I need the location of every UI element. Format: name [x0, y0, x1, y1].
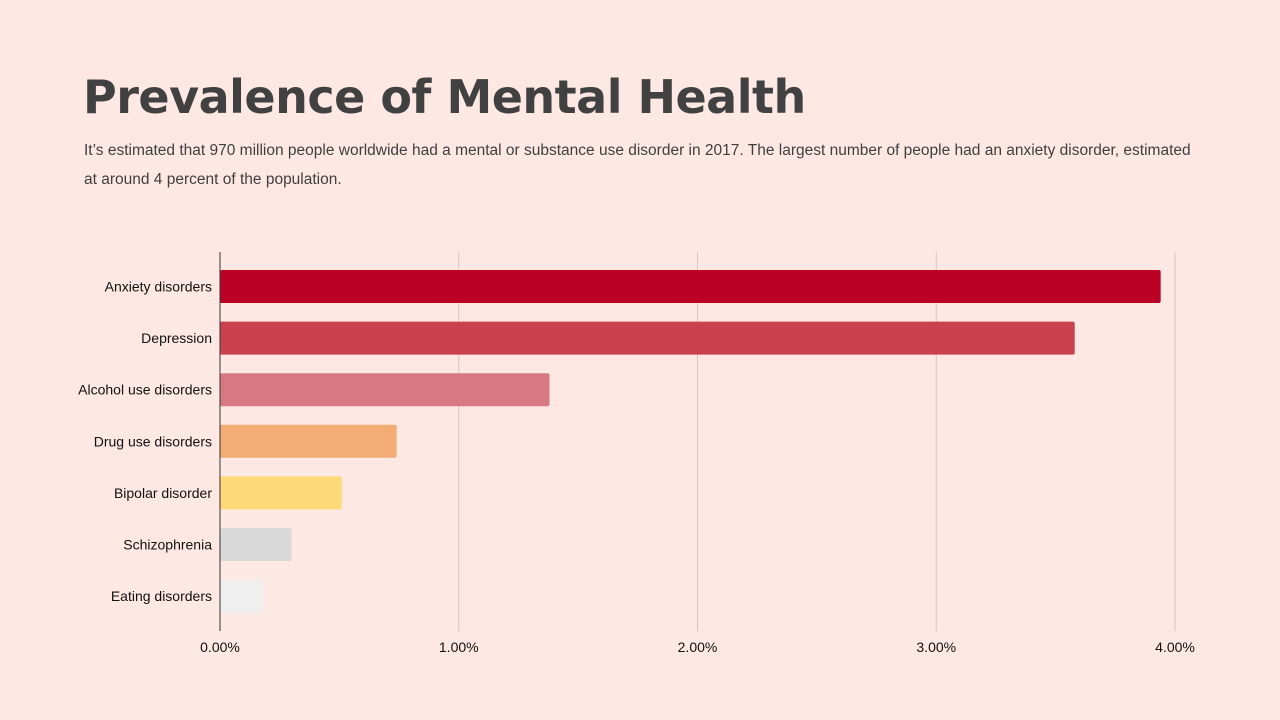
- category-label: Eating disorders: [111, 588, 212, 604]
- category-label: Bipolar disorder: [114, 485, 212, 501]
- tick-label: 3.00%: [916, 639, 956, 655]
- bar: [220, 321, 1075, 355]
- tick-label: 1.00%: [439, 639, 479, 655]
- tick-label: 2.00%: [678, 639, 718, 655]
- page-title: Prevalence of Mental Health: [83, 70, 806, 124]
- bar: [220, 270, 1161, 303]
- bar: [220, 528, 292, 561]
- category-label: Drug use disorders: [94, 433, 212, 449]
- bar: [220, 424, 397, 458]
- category-label: Depression: [141, 330, 212, 346]
- bar: [220, 579, 263, 613]
- category-label: Schizophrenia: [123, 537, 212, 553]
- bar: [220, 373, 550, 407]
- category-label: Alcohol use disorders: [78, 382, 212, 398]
- bar: [220, 476, 342, 510]
- tick-label: 4.00%: [1155, 639, 1195, 655]
- tick-label: 0.00%: [200, 639, 240, 655]
- page-subtitle: It’s estimated that 970 million people w…: [84, 142, 1191, 188]
- category-label: Anxiety disorders: [105, 279, 212, 295]
